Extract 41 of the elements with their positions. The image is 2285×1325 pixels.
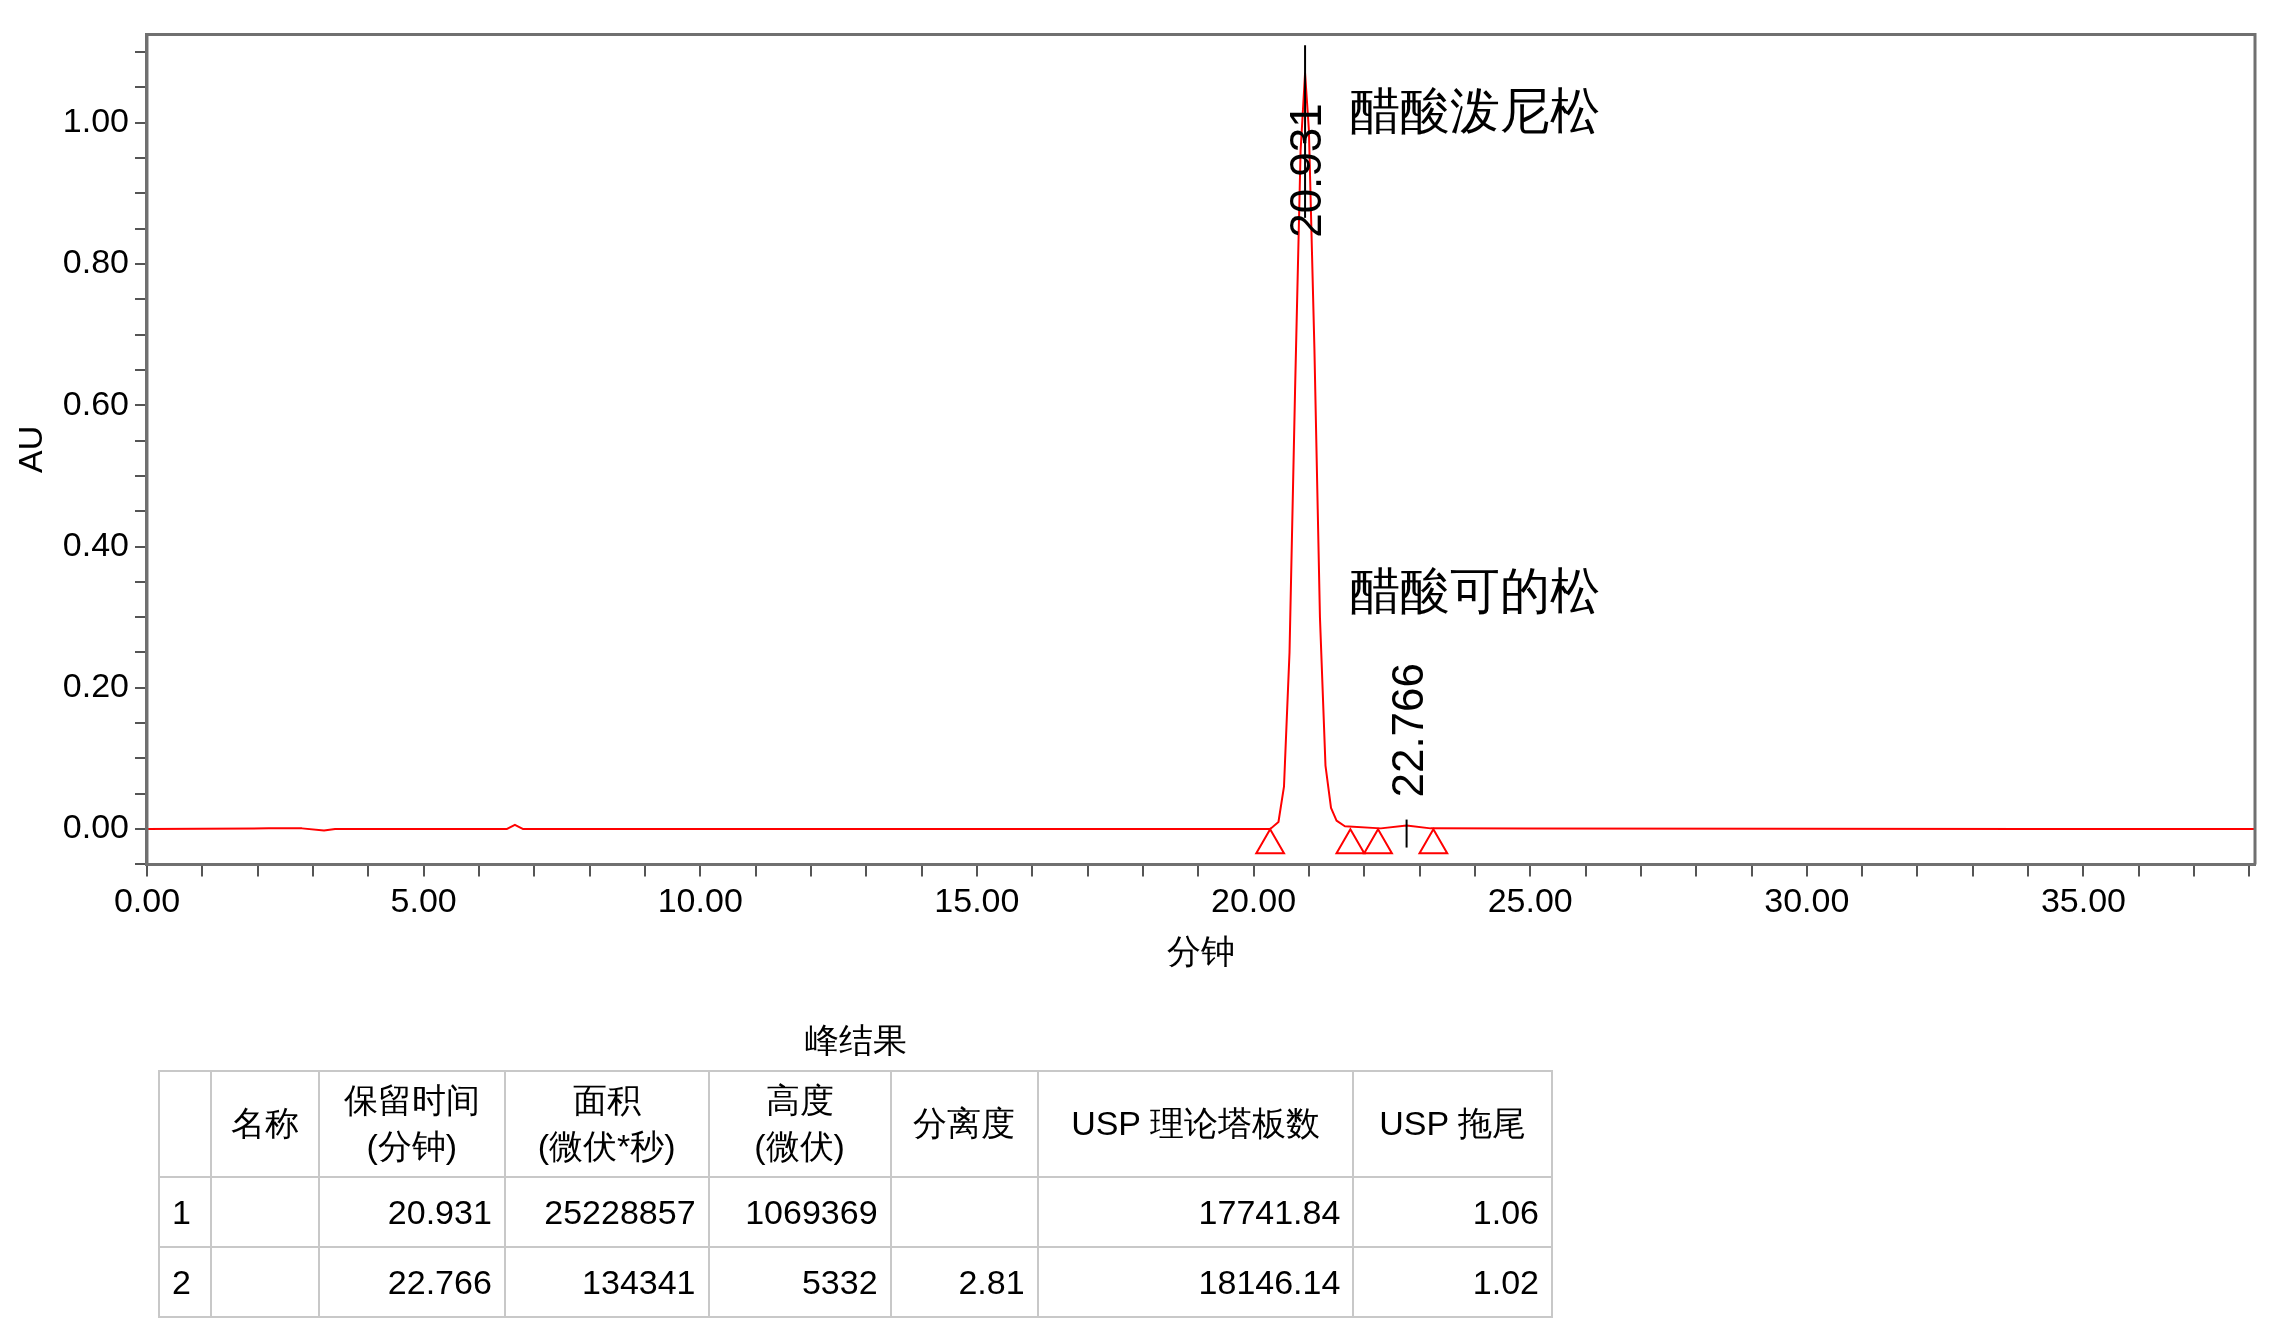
text: 1.02 <box>1472 1262 1539 1301</box>
category-label: 保留时间 (分钟) <box>318 1071 505 1177</box>
category-label: 名称 <box>210 1071 319 1177</box>
x-tick-label: 30.00 <box>1764 881 1850 920</box>
y-tick-label: 0.20 <box>62 666 129 705</box>
y-axis-title: AU <box>10 425 49 474</box>
text: 18146.14 <box>1198 1262 1341 1301</box>
x-axis-title: 分钟 <box>1166 931 1235 970</box>
y-tick-label: 0.80 <box>62 242 129 281</box>
category-label: 面积 (微伏*秒) <box>504 1071 709 1177</box>
category-label: 高度 (微伏) <box>708 1071 891 1177</box>
x-tick-label: 0.00 <box>113 881 181 920</box>
text: 2 <box>172 1262 191 1301</box>
annotation: 20.931 <box>1281 103 1331 238</box>
text: 22.766 <box>387 1262 492 1301</box>
y-tick-label: 0.60 <box>62 383 129 422</box>
annotation: 22.766 <box>1382 662 1432 798</box>
text: 134341 <box>582 1262 696 1301</box>
text: 20.931 <box>387 1192 492 1231</box>
text: 峰结果 <box>803 1020 908 1061</box>
annotation: 醋酸可的松 <box>1350 563 1601 620</box>
x-tick-label: 15.00 <box>934 881 1020 920</box>
text: 5332 <box>801 1262 878 1301</box>
category-label: 分离度 <box>890 1071 1038 1177</box>
x-tick-label: 5.00 <box>390 881 457 920</box>
y-tick-label: 1.00 <box>62 101 129 140</box>
text: 25228857 <box>544 1192 696 1231</box>
x-tick-label: 35.00 <box>2040 881 2127 920</box>
text: 2.81 <box>958 1262 1025 1301</box>
text: 1069369 <box>745 1192 878 1231</box>
text: 1.06 <box>1472 1192 1539 1231</box>
category-label: USP 理论塔板数 <box>1037 1071 1354 1177</box>
text: 1 <box>172 1192 191 1231</box>
y-tick-label: 0.40 <box>62 524 129 563</box>
category-label: USP 拖尾 <box>1353 1071 1552 1177</box>
x-tick-label: 25.00 <box>1487 881 1573 920</box>
y-tick-label: 0.00 <box>62 807 129 846</box>
annotation: 醋酸泼尼松 <box>1350 83 1601 140</box>
x-tick-label: 10.00 <box>657 881 743 920</box>
x-tick-label: 20.00 <box>1211 881 1297 920</box>
text: 17741.84 <box>1198 1192 1341 1231</box>
